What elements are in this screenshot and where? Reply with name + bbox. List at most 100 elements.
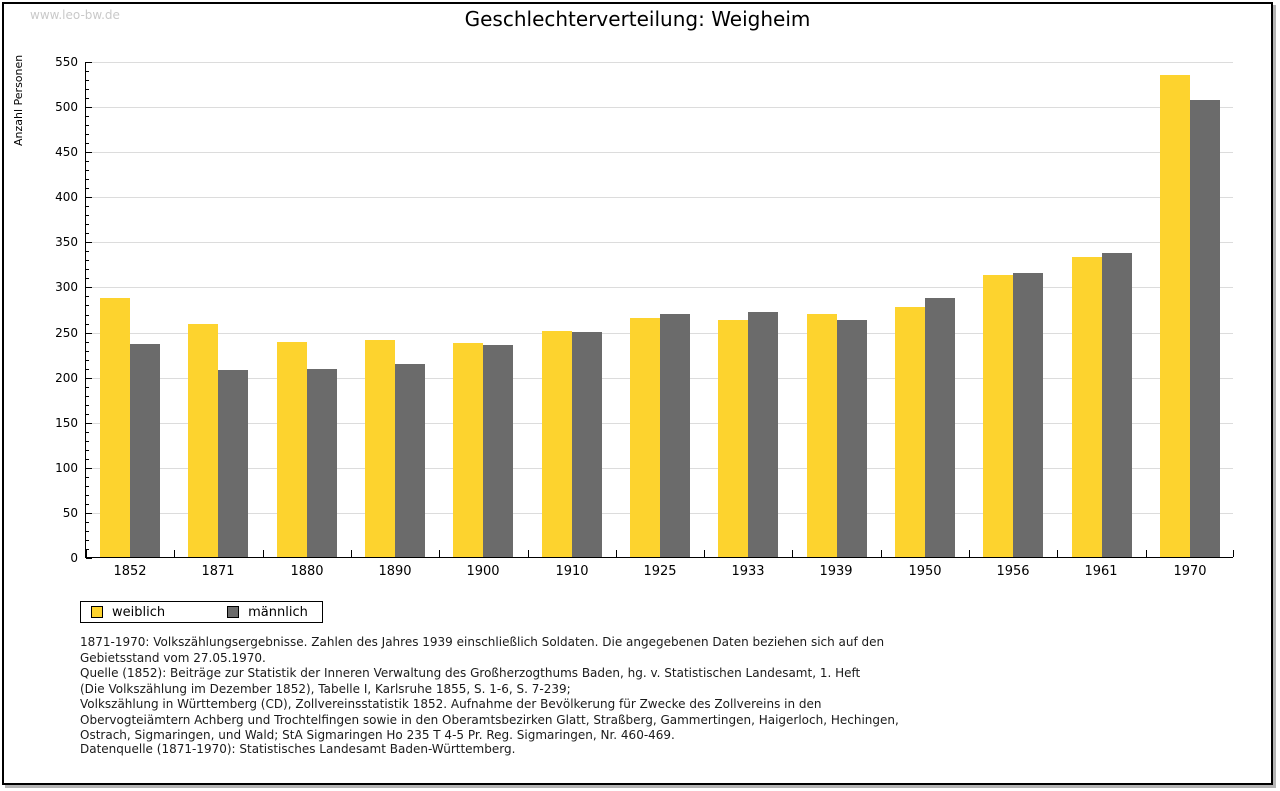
footer-line: (Die Volkszählung im Dezember 1852), Tab… [80,681,571,696]
gridline-550 [86,62,1233,63]
datasource-line: Datenquelle (1871-1970): Statistisches L… [80,742,516,756]
y-minor-tick [86,459,89,460]
legend-swatch-maennlich [227,606,240,618]
footer-line: Gebietsstand vom 27.05.1970. [80,650,266,665]
y-major-tick [86,378,92,379]
y-major-tick [86,197,92,198]
y-tick-label-250: 250 [55,326,78,340]
y-major-tick [86,333,92,334]
y-minor-tick [86,477,89,478]
x-axis-label-1956: 1956 [996,564,1030,579]
legend-item-maennlich: männlich [227,605,308,620]
x-tick [528,550,529,557]
bar-maennlich-1880 [307,369,337,557]
footer-line: 1871-1970: Volkszählungsergebnisse. Zahl… [80,635,885,649]
y-tick-label-50: 50 [62,506,78,520]
y-minor-tick [86,360,89,361]
bar-maennlich-1956 [1013,273,1043,557]
y-minor-tick [86,369,89,370]
footer-line: Quelle (1852): Beiträge zur Statistik de… [80,666,861,680]
gridline-450 [86,152,1233,153]
y-tick-label-150: 150 [55,416,78,430]
footer-line: Volkszählung in Württemberg (CD), Zollve… [80,697,822,711]
y-minor-tick [86,396,89,397]
y-minor-tick [86,351,89,352]
bar-weiblich-1956 [983,275,1013,557]
y-major-tick [86,423,92,424]
bar-maennlich-1890 [395,364,425,557]
bar-weiblich-1950 [895,307,925,557]
y-minor-tick [86,342,89,343]
bar-maennlich-1852 [130,344,160,557]
y-minor-tick [86,324,89,325]
bar-weiblich-1939 [807,314,837,557]
y-major-tick [86,62,92,63]
legend: weiblich männlich [80,601,323,623]
y-minor-tick [86,278,89,279]
y-minor-tick [86,80,89,81]
x-axis-label-1900: 1900 [466,564,500,579]
bar-weiblich-1933 [718,320,748,557]
x-tick [174,550,175,557]
y-minor-tick [86,269,89,270]
y-minor-tick [86,296,89,297]
y-major-tick [86,287,92,288]
leo-bw-watermark: www.leo-bw.de [30,8,120,22]
y-minor-tick [86,432,89,433]
plot-area: 0 50 100 150 200 250 300 350 400 450 500 550 1852 187… [55,55,1234,579]
bar-weiblich-1852 [100,298,130,557]
y-minor-tick [86,522,89,523]
y-major-tick [86,152,92,153]
bar-weiblich-1925 [630,318,660,557]
y-minor-tick [86,450,89,451]
y-minor-tick [86,260,89,261]
y-axis-label: Anzahl Personen [12,54,25,146]
x-axis-label-1890: 1890 [378,564,412,579]
y-minor-tick [86,531,89,532]
x-tick [792,550,793,557]
bar-weiblich-1910 [542,331,572,557]
gridline-350 [86,242,1233,243]
x-tick [704,550,705,557]
legend-label: weiblich [112,604,166,620]
chart-title: Geschlechterverteilung: Weigheim [464,7,811,31]
bar-weiblich-1961 [1072,257,1102,557]
y-tick-label-450: 450 [55,145,78,159]
footer-line: Ostrach, Sigmaringen, und Wald; StA Sigm… [80,728,675,742]
y-tick-label-200: 200 [55,371,78,385]
x-axis-label-1939: 1939 [819,564,853,579]
y-minor-tick [86,89,89,90]
y-minor-tick [86,549,89,550]
x-axis-label-1970: 1970 [1173,564,1207,579]
y-tick-label-500: 500 [55,100,78,114]
y-major-tick [86,242,92,243]
y-minor-tick [86,414,89,415]
y-tick-label-350: 350 [55,235,78,249]
bar-maennlich-1871 [218,370,248,557]
bar-weiblich-1900 [453,343,483,557]
bar-maennlich-1950 [925,298,955,557]
y-minor-tick [86,540,89,541]
x-axis-label-1933: 1933 [731,564,765,579]
x-axis-label-1925: 1925 [643,564,677,579]
footer-notes: 1871-1970: Volkszählungsergebnisse. Zahl… [80,635,1230,744]
bar-maennlich-1961 [1102,253,1132,557]
x-tick [1146,550,1147,557]
bar-weiblich-1890 [365,340,395,557]
legend-label: männlich [248,604,308,620]
footer-line: Obervogteiämtern Achberg und Trochtelfin… [80,712,899,727]
y-major-tick [86,513,92,514]
y-minor-tick [86,504,89,505]
y-minor-tick [86,161,89,162]
y-minor-tick [86,387,89,388]
x-axis-label-1910: 1910 [555,564,589,579]
y-minor-tick [86,305,89,306]
y-minor-tick [86,233,89,234]
x-tick [1233,550,1234,557]
x-tick [616,550,617,557]
legend-item-weiblich: weiblich [91,605,193,620]
y-minor-tick [86,116,89,117]
y-minor-tick [86,486,89,487]
y-major-tick [86,558,92,559]
